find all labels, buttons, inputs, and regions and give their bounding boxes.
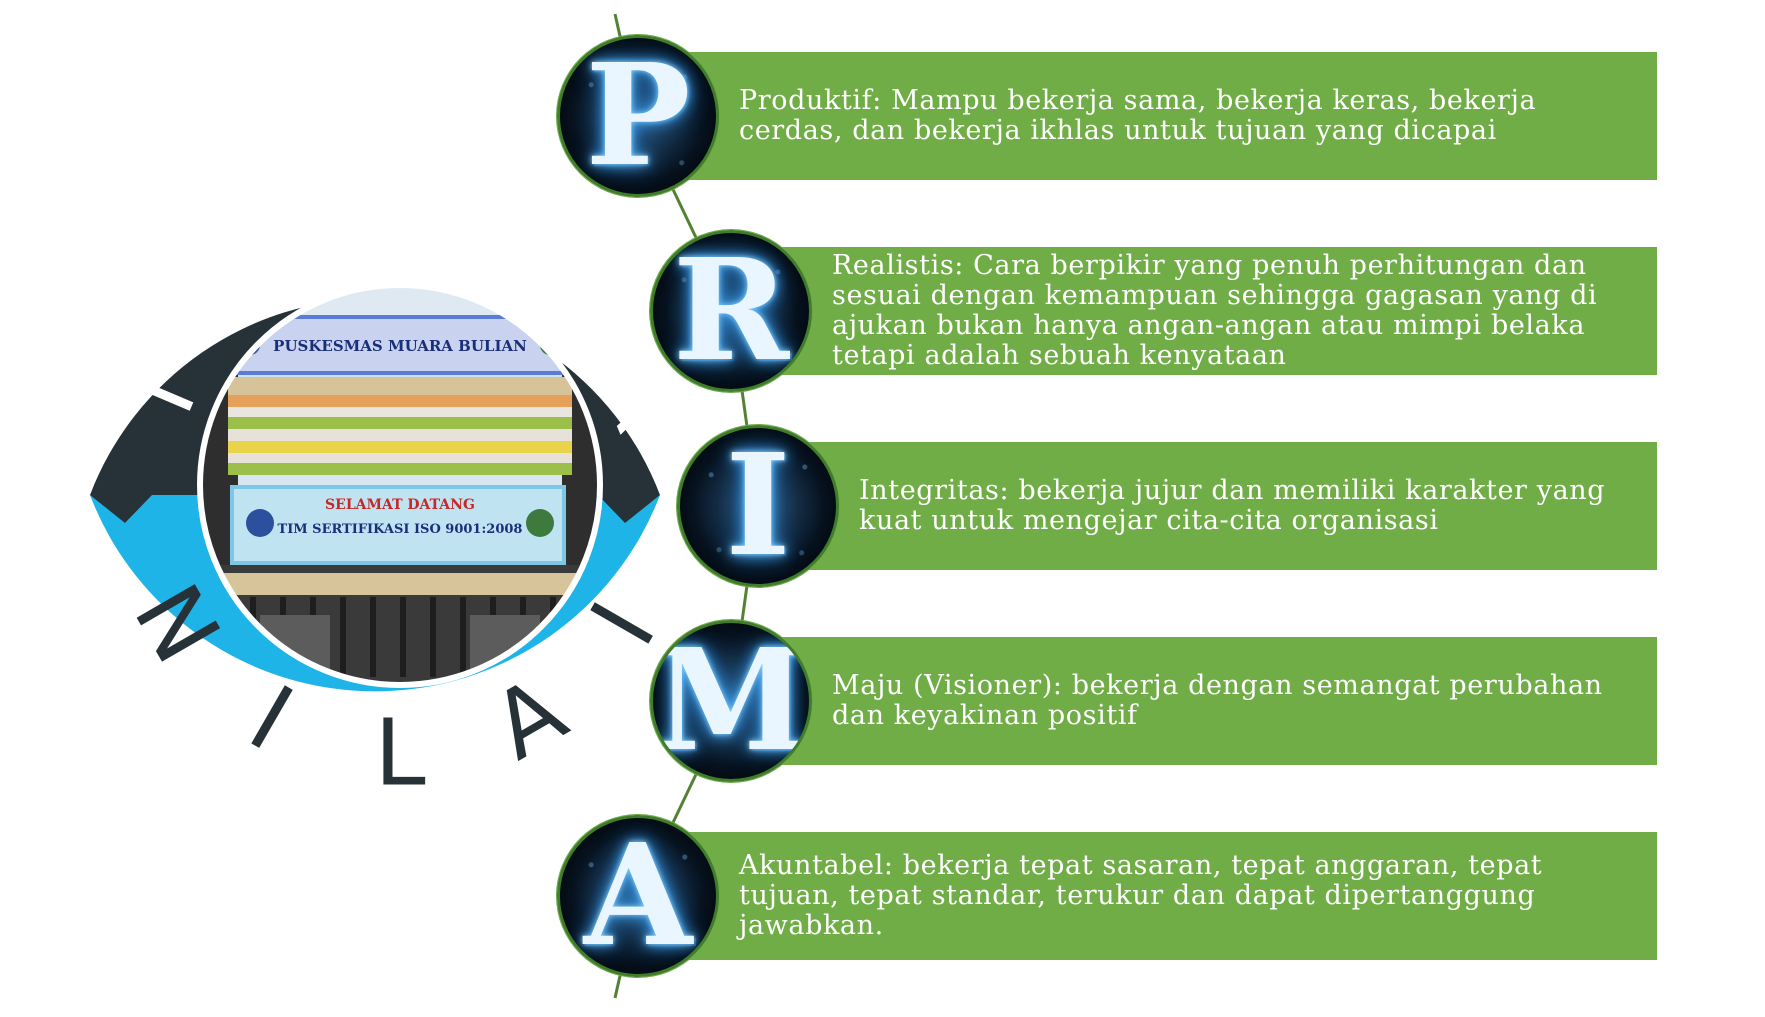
value-description: Produktif: Mampu bekerja sama, bekerja k…: [739, 85, 1537, 146]
lightning-glow: [680, 428, 836, 584]
letter-medallion-a: A: [557, 815, 719, 977]
letter-medallion-r: R: [650, 230, 812, 392]
medallion-letter: A: [583, 815, 693, 977]
photo-banner-title: PUSKESMAS MUARA BULIAN: [273, 337, 527, 355]
medallion-letter: M: [653, 620, 809, 782]
letter-medallion-p: P: [557, 35, 719, 197]
lightning-glow: [653, 233, 809, 389]
photo-welcome-subtitle: TIM SERTIFIKASI ISO 9001:2008: [278, 522, 523, 537]
value-bar-r: Realistis: Cara berpikir yang penuh perh…: [731, 247, 1657, 375]
value-bar-a: Akuntabel: bekerja tepat sasaran, tepat …: [638, 832, 1657, 960]
ring-bottom-letters-letter-2: L: [374, 700, 425, 807]
lightning-glow: [560, 818, 716, 974]
letter-medallion-i: I: [677, 425, 839, 587]
medallion-letter: I: [725, 425, 791, 587]
value-bar-m: Maju (Visioner): bekerja dengan semangat…: [731, 637, 1657, 765]
value-bar-p: Produktif: Mampu bekerja sama, bekerja k…: [638, 52, 1657, 180]
medallion-letter: R: [672, 230, 790, 392]
photo-welcome-title: SELAMAT DATANG: [325, 497, 475, 513]
lightning-glow: [653, 623, 809, 779]
value-description: Integritas: bekerja jujur dan memiliki k…: [859, 475, 1606, 536]
medallion-letter: P: [585, 35, 691, 197]
value-bar-i: Integritas: bekerja jujur dan memiliki k…: [758, 442, 1657, 570]
letter-medallion-m: M: [650, 620, 812, 782]
lightning-glow: [560, 38, 716, 194]
value-description: Maju (Visioner): bekerja dengan semangat…: [832, 670, 1603, 731]
value-description: Realistis: Cara berpikir yang penuh perh…: [832, 250, 1598, 371]
ring-bottom-letters-letter-1: I: [232, 665, 309, 771]
tata-nilai-ring: PUSKESMAS MUARA BULIAN SELAMAT DATANG TI…: [90, 205, 699, 807]
value-description: Akuntabel: bekerja tepat sasaran, tepat …: [739, 850, 1543, 941]
ring-bottom-letters-letter-3: A: [475, 656, 583, 780]
